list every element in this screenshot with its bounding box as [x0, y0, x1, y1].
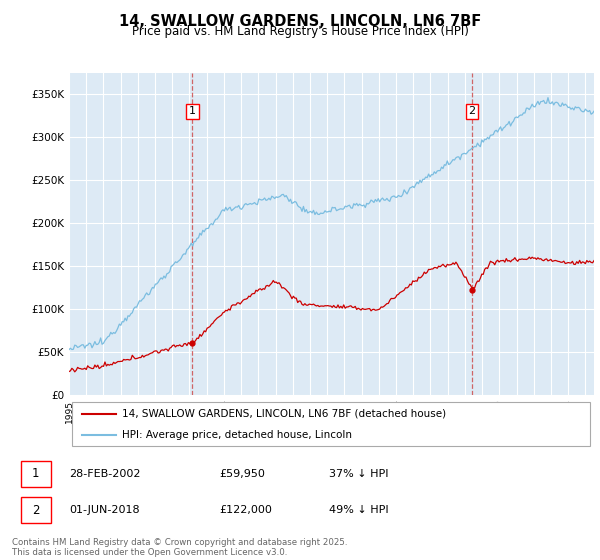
Text: 1: 1	[189, 106, 196, 116]
FancyBboxPatch shape	[20, 461, 50, 487]
Text: 1: 1	[32, 468, 40, 480]
Text: £59,950: £59,950	[220, 469, 265, 479]
Text: 49% ↓ HPI: 49% ↓ HPI	[329, 505, 388, 515]
Text: £122,000: £122,000	[220, 505, 272, 515]
Text: 14, SWALLOW GARDENS, LINCOLN, LN6 7BF: 14, SWALLOW GARDENS, LINCOLN, LN6 7BF	[119, 14, 481, 29]
Text: HPI: Average price, detached house, Lincoln: HPI: Average price, detached house, Linc…	[121, 430, 352, 440]
Text: Contains HM Land Registry data © Crown copyright and database right 2025.
This d: Contains HM Land Registry data © Crown c…	[12, 538, 347, 557]
Text: 2: 2	[469, 106, 476, 116]
Text: 01-JUN-2018: 01-JUN-2018	[70, 505, 140, 515]
FancyBboxPatch shape	[71, 402, 590, 446]
Text: 14, SWALLOW GARDENS, LINCOLN, LN6 7BF (detached house): 14, SWALLOW GARDENS, LINCOLN, LN6 7BF (d…	[121, 409, 446, 419]
Text: 28-FEB-2002: 28-FEB-2002	[70, 469, 141, 479]
Text: 2: 2	[32, 504, 40, 517]
Text: 37% ↓ HPI: 37% ↓ HPI	[329, 469, 388, 479]
Text: Price paid vs. HM Land Registry's House Price Index (HPI): Price paid vs. HM Land Registry's House …	[131, 25, 469, 38]
FancyBboxPatch shape	[20, 497, 50, 524]
